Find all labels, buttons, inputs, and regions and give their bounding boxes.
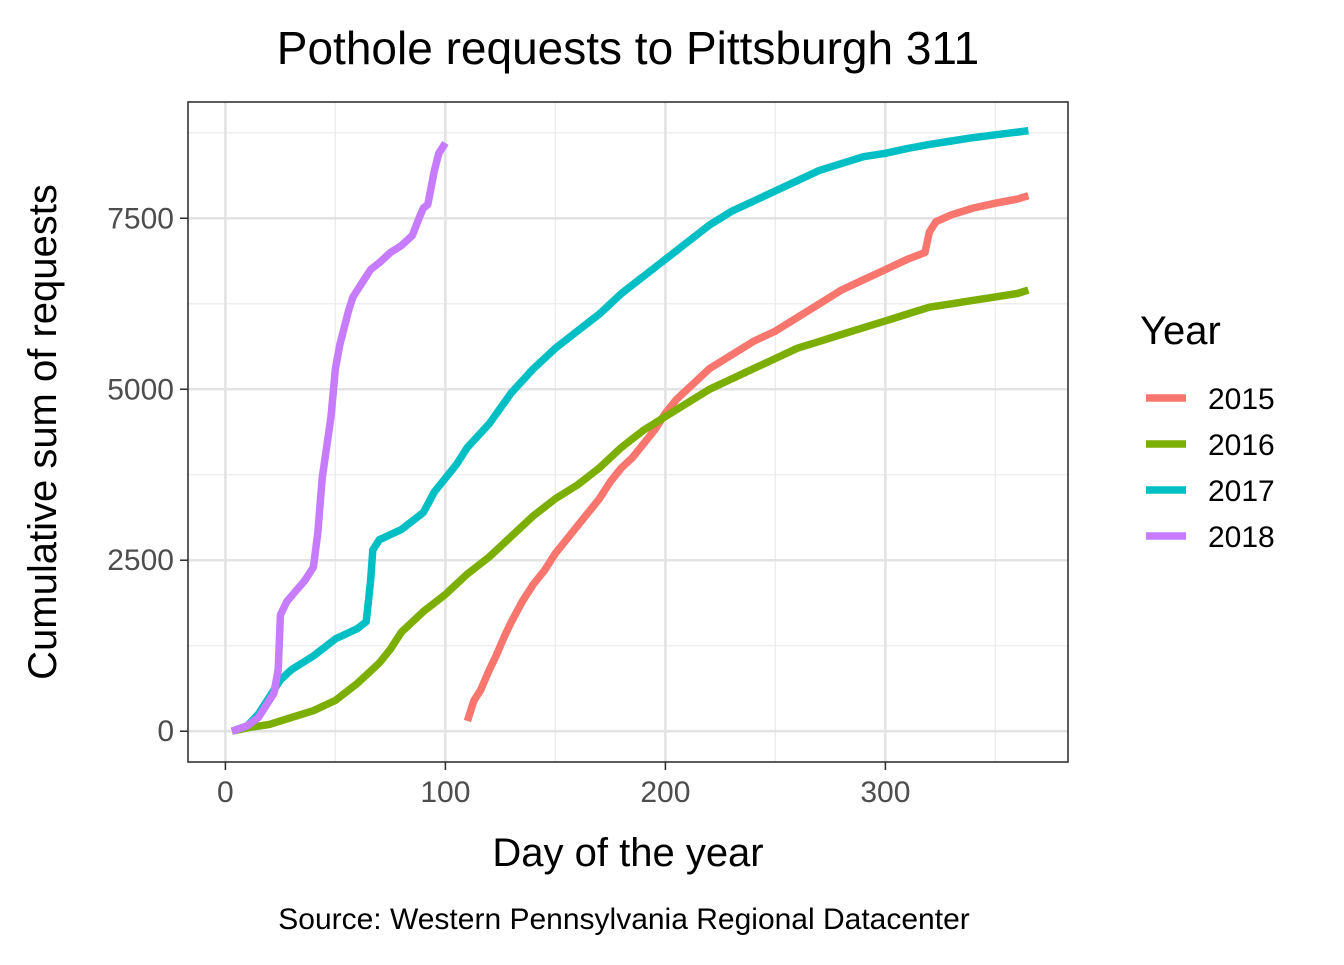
- grid-minor: [188, 102, 1068, 762]
- legend-items: 2015 2016 2017 2018: [1146, 383, 1275, 554]
- x-axis-label: Day of the year: [492, 831, 763, 875]
- series-line-2016: [231, 286, 1030, 735]
- x-tick-label: 100: [420, 776, 470, 809]
- series-line-2017: [230, 126, 1029, 735]
- plot-area: 0 100 200 300 0 2500 5000 7500: [107, 101, 1069, 809]
- panel-border: [187, 101, 1069, 763]
- grid-major: [188, 102, 1068, 762]
- x-tick-label: 300: [860, 776, 910, 809]
- x-tick-label: 0: [217, 776, 234, 809]
- legend-label-2018: 2018: [1208, 521, 1275, 554]
- panel-background: [188, 102, 1068, 762]
- x-tick-label: 200: [640, 776, 690, 809]
- y-axis-label: Cumulative sum of requests: [21, 184, 65, 680]
- series-line-2018: [230, 140, 449, 735]
- legend-title: Year: [1140, 309, 1221, 353]
- legend-label-2017: 2017: [1208, 475, 1275, 508]
- chart-title: Pothole requests to Pittsburgh 311: [277, 22, 979, 74]
- legend-item-2015: 2015: [1146, 383, 1275, 416]
- x-axis-ticks: 0 100 200 300: [217, 762, 910, 809]
- y-tick-label: 5000: [107, 373, 174, 406]
- legend: Year 2015 2016 2017 2018: [1140, 309, 1275, 554]
- chart-caption: Source: Western Pennsylvania Regional Da…: [278, 903, 970, 936]
- legend-item-2017: 2017: [1146, 475, 1275, 508]
- y-tick-label: 2500: [107, 544, 174, 577]
- legend-item-2016: 2016: [1146, 429, 1275, 462]
- legend-label-2015: 2015: [1208, 383, 1275, 416]
- series-lines: [230, 126, 1030, 735]
- legend-label-2016: 2016: [1208, 429, 1275, 462]
- y-tick-label: 7500: [107, 202, 174, 235]
- y-tick-label: 0: [157, 715, 174, 748]
- y-axis-ticks: 0 2500 5000 7500: [107, 202, 188, 748]
- legend-item-2018: 2018: [1146, 521, 1275, 554]
